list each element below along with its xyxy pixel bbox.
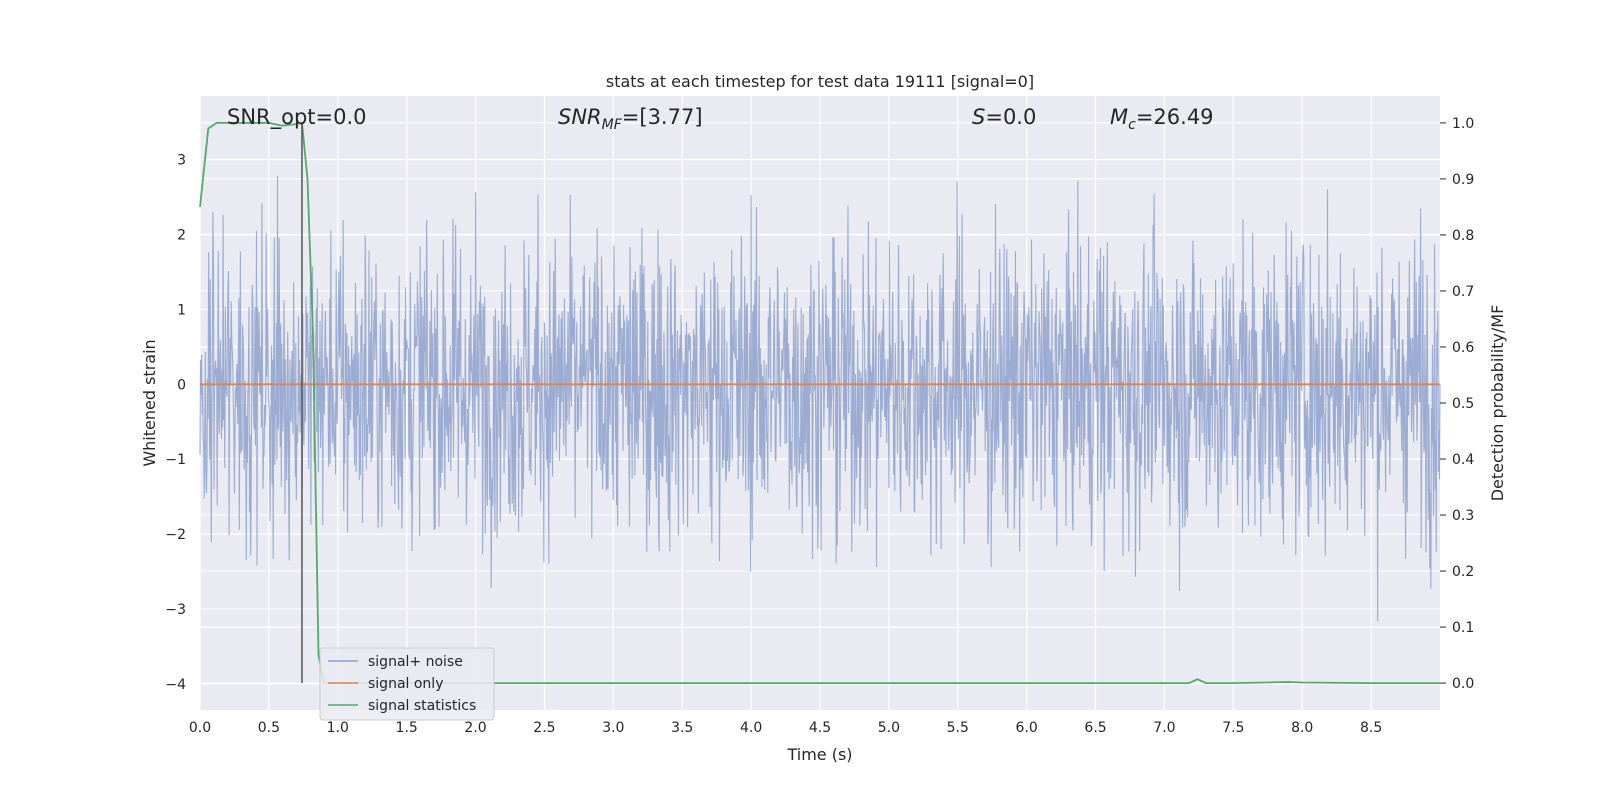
x-tick-label: 7.5 [1222, 720, 1244, 736]
y2-tick-label: 0.2 [1452, 564, 1474, 580]
x-tick-label: 8.5 [1360, 720, 1382, 736]
legend-label-signal-statistics: signal statistics [368, 698, 476, 714]
y2-tick-label: 0.5 [1452, 396, 1474, 412]
y2-axis-ticks: 0.0 0.1 0.2 0.3 0.4 0.5 0.6 0.7 0.8 0.9 1.0 [1440, 116, 1474, 692]
annotation-snr-opt: SNR_opt=0.0 [227, 105, 367, 130]
annotation-mc: Mc=26.49 [1110, 105, 1214, 133]
x-tick-label: 7.0 [1153, 720, 1175, 736]
y2-tick-label: 1.0 [1452, 116, 1474, 132]
x-axis-label: Time (s) [786, 745, 852, 764]
y-tick-label: −2 [165, 527, 186, 543]
x-tick-label: 1.0 [327, 720, 349, 736]
annotation-snr-mf: SNRMF=[3.77] [558, 105, 703, 133]
x-tick-label: 3.0 [602, 720, 624, 736]
legend-box [319, 647, 495, 721]
y2-tick-label: 0.4 [1452, 452, 1474, 468]
y-axis-label: Whitened strain [140, 339, 159, 466]
y-tick-label: 0 [177, 377, 186, 393]
y2-tick-label: 0.8 [1452, 228, 1474, 244]
x-tick-label: 8.0 [1291, 720, 1313, 736]
y-tick-label: 1 [177, 302, 186, 318]
y2-tick-label: 0.3 [1452, 508, 1474, 524]
x-tick-label: 0.5 [258, 720, 280, 736]
x-axis-ticks: 0.0 0.5 1.0 1.5 2.0 2.5 3.0 3.5 4.0 4.5 5.0 5.5 6.0 6… [189, 720, 1382, 736]
y-tick-label: −3 [165, 602, 186, 618]
chart-title: stats at each timestep for test data 191… [606, 72, 1034, 91]
legend-label-signal-plus-noise: signal+ noise [368, 654, 463, 670]
series-signal-plus-noise [199, 175, 1441, 622]
x-tick-label: 4.5 [809, 720, 831, 736]
y-tick-label: 3 [177, 153, 186, 169]
y-tick-label: −4 [165, 677, 186, 693]
x-tick-label: 4.0 [740, 720, 762, 736]
y2-tick-label: 0.0 [1452, 676, 1474, 692]
y-axis-ticks: −4 −3 −2 −1 0 1 2 3 [165, 153, 186, 693]
y-tick-label: 2 [177, 228, 186, 244]
x-tick-label: 5.0 [878, 720, 900, 736]
x-tick-label: 6.0 [1016, 720, 1038, 736]
x-tick-label: 2.0 [464, 720, 486, 736]
x-tick-label: 1.5 [396, 720, 418, 736]
x-tick-label: 0.0 [189, 720, 211, 736]
y2-axis-label: Detection probability/MF [1488, 305, 1507, 502]
noise-line [199, 175, 1441, 622]
legend: signal+ noise signal only signal statist… [319, 647, 495, 721]
x-tick-label: 2.5 [533, 720, 555, 736]
y-tick-label: −1 [165, 452, 186, 468]
y2-tick-label: 0.6 [1452, 340, 1474, 356]
x-tick-label: 3.5 [671, 720, 693, 736]
legend-label-signal-only: signal only [368, 676, 443, 692]
y2-tick-label: 0.1 [1452, 620, 1474, 636]
y2-tick-label: 0.9 [1452, 172, 1474, 188]
annotation-s: S=0.0 [972, 105, 1036, 129]
y2-tick-label: 0.7 [1452, 284, 1474, 300]
x-tick-label: 6.5 [1084, 720, 1106, 736]
x-tick-label: 5.5 [947, 720, 969, 736]
